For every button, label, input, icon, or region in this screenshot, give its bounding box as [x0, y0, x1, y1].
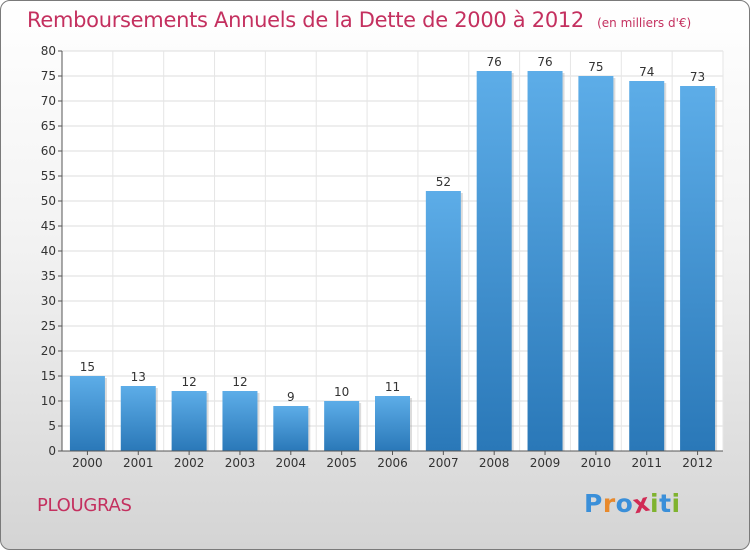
x-tick-label: 2011 [631, 456, 662, 470]
brand-letter: i [671, 489, 681, 518]
x-tick-label: 2003 [225, 456, 256, 470]
data-label: 11 [385, 380, 400, 394]
brand-letter: o [615, 489, 634, 518]
data-label: 9 [287, 390, 295, 404]
bar-2005 [324, 401, 360, 451]
y-tick-label: 25 [41, 319, 56, 333]
x-tick-label: 2012 [682, 456, 713, 470]
data-label: 76 [487, 55, 502, 69]
bar-2004 [273, 406, 309, 451]
x-tick-label: 2004 [276, 456, 307, 470]
y-tick-label: 30 [41, 294, 56, 308]
y-tick-label: 60 [41, 144, 56, 158]
bar-2000 [69, 376, 105, 451]
bar-2001 [120, 386, 156, 451]
x-tick-label: 2006 [377, 456, 408, 470]
bar-2007 [425, 191, 461, 451]
bar-2002 [171, 391, 207, 451]
x-tick-label: 2001 [123, 456, 154, 470]
y-tick-label: 5 [48, 419, 56, 433]
bar-2010 [578, 76, 614, 451]
bar-2011 [629, 81, 665, 451]
chart-subtitle: (en milliers d'€) [597, 16, 692, 30]
commune-name: PLOUGRAS [37, 495, 132, 516]
data-label: 75 [588, 60, 603, 74]
brand-letter: t [659, 489, 672, 518]
data-label: 12 [232, 375, 247, 389]
x-tick-label: 2008 [479, 456, 510, 470]
y-tick-label: 70 [41, 94, 56, 108]
bar-layer: 15 13 12 12 9 10 11 52 76 76 75 74 73 [69, 55, 718, 451]
axis-layer: 0 5 10 15 20 25 30 35 40 45 50 55 60 65 70 75 80 2000 2001… [41, 44, 723, 470]
data-label: 76 [537, 55, 552, 69]
x-tick-label: 2007 [428, 456, 459, 470]
proxiti-logo[interactable]: Proxiti [584, 488, 681, 520]
data-label: 52 [436, 175, 451, 189]
bar-2009 [527, 71, 563, 451]
brand-letter: P [584, 489, 603, 518]
brand-letter: r [602, 489, 616, 518]
y-tick-label: 20 [41, 344, 56, 358]
data-label: 15 [80, 360, 95, 374]
x-tick-label: 2010 [581, 456, 612, 470]
chart-title: Remboursements Annuels de la Dette de 20… [27, 8, 584, 32]
y-tick-label: 55 [41, 169, 56, 183]
data-label: 13 [131, 370, 146, 384]
x-tick-label: 2000 [72, 456, 103, 470]
y-tick-label: 75 [41, 69, 56, 83]
title-row: Remboursements Annuels de la Dette de 20… [27, 8, 691, 32]
x-tick-label: 2005 [326, 456, 357, 470]
bar-2006 [375, 396, 410, 451]
y-tick-label: 80 [41, 44, 56, 58]
bar-2003 [222, 391, 258, 451]
y-tick-label: 65 [41, 119, 56, 133]
bar-2012 [680, 86, 716, 451]
bar-2008 [476, 71, 512, 451]
y-tick-label: 0 [48, 444, 56, 458]
y-tick-label: 15 [41, 369, 56, 383]
data-label: 74 [639, 65, 654, 79]
data-label: 12 [181, 375, 196, 389]
x-tick-label: 2009 [530, 456, 561, 470]
data-label: 73 [690, 70, 705, 84]
y-tick-label: 40 [41, 244, 56, 258]
x-tick-label: 2002 [174, 456, 205, 470]
y-tick-label: 45 [41, 219, 56, 233]
y-tick-label: 50 [41, 194, 56, 208]
y-tick-label: 10 [41, 394, 56, 408]
y-tick-label: 35 [41, 269, 56, 283]
data-label: 10 [334, 385, 349, 399]
brand-letter: i [650, 489, 660, 518]
